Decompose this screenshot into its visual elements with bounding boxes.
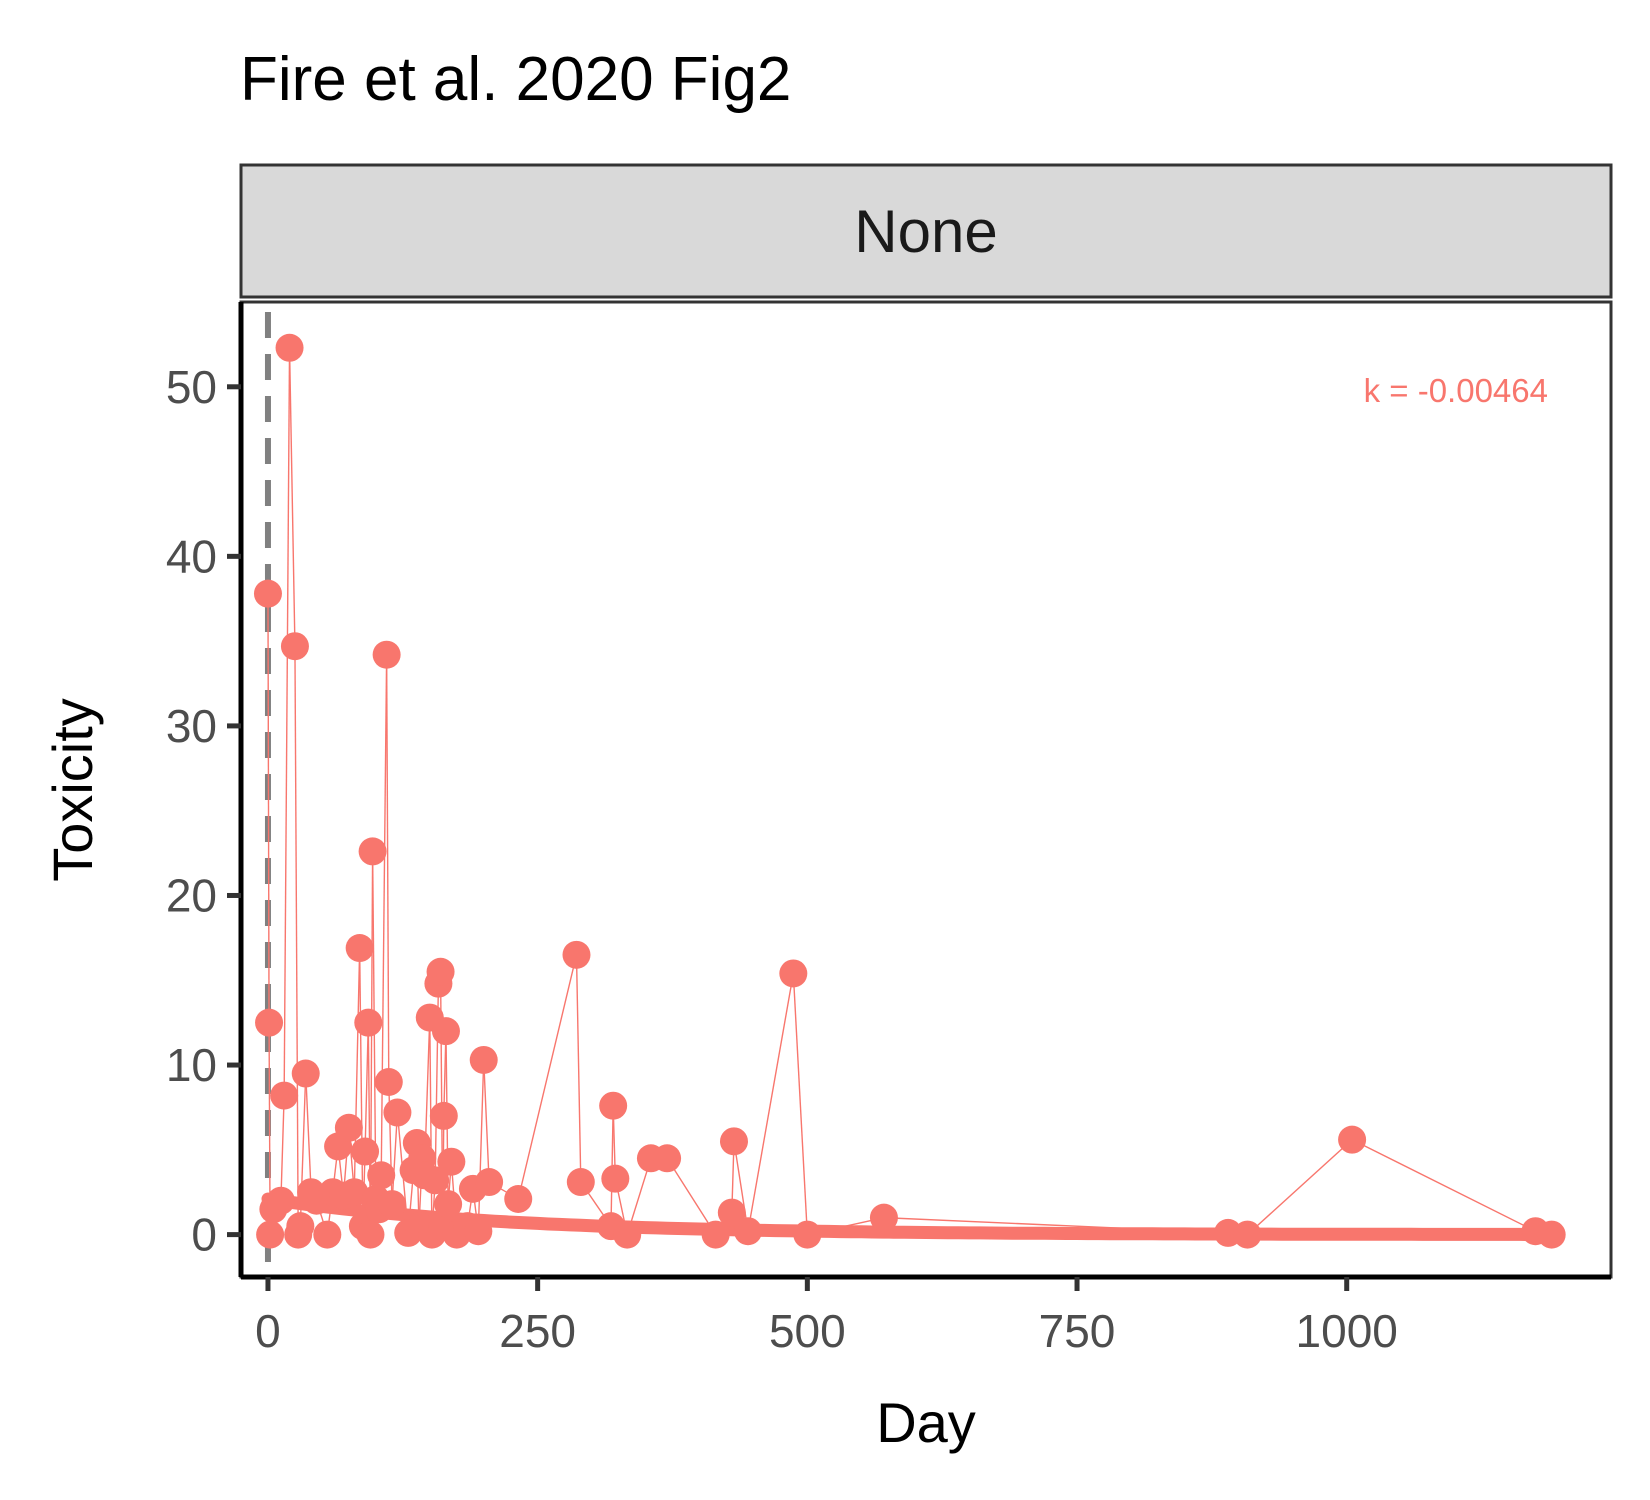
data-point <box>437 1147 466 1176</box>
data-point <box>869 1203 898 1232</box>
data-point <box>701 1220 730 1249</box>
data-point <box>504 1185 533 1213</box>
data-point <box>475 1168 504 1197</box>
data-point <box>372 640 401 669</box>
data-point <box>374 1068 403 1096</box>
data-point <box>334 1113 363 1142</box>
data-point <box>351 1137 380 1166</box>
connector-line <box>391 1112 399 1205</box>
data-point <box>601 1164 630 1193</box>
connector-line <box>483 1059 490 1183</box>
x-axis-ticks: 0 250 500 750 1000 <box>255 1277 1398 1357</box>
data-point <box>434 1190 463 1219</box>
plot-panel <box>241 302 1611 1277</box>
data-point <box>266 1186 295 1215</box>
connector-line <box>1246 1139 1353 1236</box>
data-point <box>613 1220 642 1249</box>
data-point <box>429 1101 458 1130</box>
connector-line <box>429 1017 433 1235</box>
facet-strip <box>239 163 1613 299</box>
y-tick-label: 30 <box>166 700 217 752</box>
k-annotation: k = -0.00464 <box>1364 372 1548 409</box>
x-tick-label: 0 <box>255 1305 281 1357</box>
data-point <box>717 1198 746 1227</box>
connector-line <box>267 593 270 1023</box>
data-point <box>256 1220 285 1249</box>
data-point <box>734 1217 763 1246</box>
connector-line <box>666 1157 717 1235</box>
facet-strip-label: None <box>854 198 997 265</box>
y-axis-ticks: 0 10 20 30 40 50 <box>166 361 241 1261</box>
data-point <box>286 1212 315 1241</box>
y-tick-label: 40 <box>166 530 217 582</box>
connector-line <box>385 654 390 1083</box>
connector-line <box>294 646 299 1235</box>
connector-line <box>305 1073 312 1193</box>
data-point <box>1233 1220 1262 1249</box>
data-point <box>562 940 591 969</box>
x-tick-label: 750 <box>1039 1305 1116 1357</box>
data-point <box>464 1217 493 1246</box>
connector-line <box>792 973 809 1235</box>
data-point <box>378 1190 407 1219</box>
data-point <box>566 1168 595 1197</box>
data-point <box>599 1091 628 1120</box>
data-point <box>719 1127 748 1156</box>
x-tick-label: 250 <box>499 1305 576 1357</box>
x-tick-label: 1000 <box>1296 1305 1398 1357</box>
data-point <box>354 1008 383 1037</box>
y-tick-label: 0 <box>191 1209 217 1261</box>
chart-title: Fire et al. 2020 Fig2 <box>240 45 791 114</box>
y-axis-title: Toxicity <box>41 698 104 882</box>
data-point <box>280 632 309 661</box>
data-point <box>358 837 387 866</box>
data-point <box>383 1098 412 1127</box>
y-tick-label: 50 <box>166 361 217 413</box>
data-point <box>431 1017 460 1046</box>
connector-line <box>575 954 582 1183</box>
data-point <box>291 1059 320 1088</box>
connector-line <box>477 1059 485 1232</box>
connector-line <box>288 347 296 647</box>
data-point <box>421 1166 450 1195</box>
x-axis-title: Day <box>876 1391 976 1454</box>
data-point <box>270 1081 299 1110</box>
data-points <box>253 333 1566 1249</box>
connector-line <box>517 954 578 1200</box>
data-point <box>275 333 304 362</box>
data-point <box>345 934 374 963</box>
connector-line <box>733 1141 749 1232</box>
connector-line <box>358 948 364 1227</box>
data-point <box>340 1178 369 1207</box>
data-point <box>779 959 808 988</box>
connector-line <box>1351 1139 1536 1232</box>
x-tick-label: 500 <box>769 1305 846 1357</box>
connector-line <box>283 347 291 1096</box>
data-point <box>653 1144 682 1173</box>
y-tick-label: 10 <box>166 1039 217 1091</box>
data-point <box>1537 1220 1566 1249</box>
connector-line <box>747 973 795 1232</box>
y-tick-label: 20 <box>166 869 217 921</box>
data-point <box>469 1045 498 1074</box>
connector-line <box>280 1095 285 1201</box>
data-point <box>367 1161 396 1190</box>
data-point <box>255 1008 284 1037</box>
data-point <box>356 1220 385 1249</box>
connector-line <box>364 1022 369 1152</box>
data-point <box>313 1220 342 1249</box>
data-point <box>793 1220 822 1249</box>
data-point <box>426 957 455 986</box>
data-point <box>253 579 282 608</box>
data-point <box>1338 1125 1367 1154</box>
